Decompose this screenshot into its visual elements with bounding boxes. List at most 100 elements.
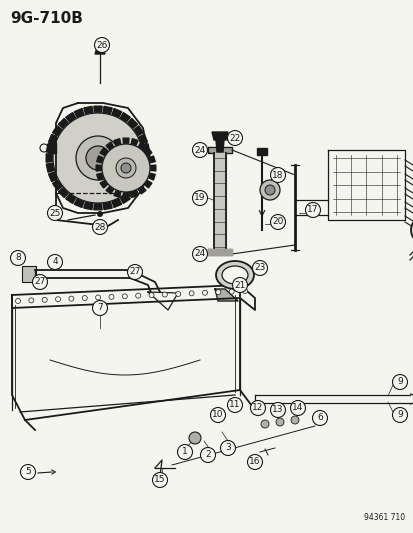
Circle shape [95, 295, 100, 300]
Circle shape [109, 294, 114, 300]
Text: 21: 21 [234, 280, 245, 289]
Circle shape [247, 455, 262, 470]
Polygon shape [138, 142, 146, 149]
Text: 24: 24 [194, 249, 205, 259]
Circle shape [192, 190, 207, 206]
Circle shape [259, 180, 279, 200]
Polygon shape [94, 106, 102, 112]
Polygon shape [83, 202, 93, 209]
Circle shape [149, 293, 154, 297]
Circle shape [312, 410, 327, 425]
Circle shape [94, 37, 109, 52]
Polygon shape [94, 204, 102, 210]
Text: 24: 24 [194, 146, 205, 155]
Polygon shape [52, 180, 62, 190]
Circle shape [10, 251, 26, 265]
Polygon shape [150, 165, 155, 171]
Circle shape [220, 440, 235, 456]
Circle shape [227, 131, 242, 146]
Polygon shape [139, 172, 147, 182]
Circle shape [215, 289, 220, 295]
Circle shape [200, 448, 215, 463]
Polygon shape [66, 112, 76, 122]
Text: 9G-710B: 9G-710B [10, 11, 83, 26]
Circle shape [76, 136, 120, 180]
Text: 10: 10 [212, 410, 223, 419]
Circle shape [116, 158, 136, 178]
Circle shape [69, 296, 74, 301]
Text: 7: 7 [97, 303, 102, 312]
Ellipse shape [221, 266, 247, 284]
Polygon shape [95, 48, 105, 54]
Circle shape [305, 203, 320, 217]
Text: 9: 9 [396, 377, 402, 386]
Polygon shape [149, 156, 155, 163]
Text: 19: 19 [194, 193, 205, 203]
Circle shape [42, 297, 47, 302]
Text: 2: 2 [205, 450, 210, 459]
Text: 13: 13 [272, 406, 283, 415]
Text: 23: 23 [254, 263, 265, 272]
Polygon shape [214, 153, 225, 252]
Polygon shape [46, 163, 54, 172]
Circle shape [47, 206, 62, 221]
Polygon shape [131, 139, 138, 145]
Polygon shape [114, 191, 121, 197]
Circle shape [270, 402, 285, 417]
Bar [22, 266, 36, 282]
Polygon shape [112, 199, 121, 207]
Circle shape [242, 288, 247, 294]
Polygon shape [207, 147, 231, 153]
Circle shape [55, 297, 60, 302]
Text: 15: 15 [154, 475, 165, 484]
Circle shape [127, 264, 142, 279]
Polygon shape [128, 118, 137, 128]
Circle shape [392, 375, 406, 390]
Circle shape [264, 185, 274, 195]
Polygon shape [83, 107, 93, 114]
Polygon shape [143, 154, 150, 162]
Text: 9: 9 [396, 410, 402, 419]
Text: 18: 18 [272, 171, 283, 180]
Circle shape [192, 246, 207, 262]
Polygon shape [106, 142, 113, 149]
Polygon shape [123, 193, 129, 198]
Polygon shape [106, 187, 113, 194]
Text: 3: 3 [225, 443, 230, 453]
Polygon shape [120, 112, 130, 122]
Polygon shape [144, 181, 152, 188]
Circle shape [252, 261, 267, 276]
Polygon shape [52, 126, 62, 135]
Circle shape [410, 216, 413, 244]
Polygon shape [103, 107, 112, 114]
Bar [48, 143, 56, 153]
Circle shape [189, 291, 194, 296]
Circle shape [102, 144, 150, 192]
Text: 8: 8 [15, 254, 21, 262]
Polygon shape [97, 173, 103, 180]
Circle shape [47, 254, 62, 270]
Text: 27: 27 [129, 268, 140, 277]
Text: 22: 22 [229, 133, 240, 142]
Polygon shape [144, 148, 152, 156]
Text: 5: 5 [25, 467, 31, 477]
Circle shape [260, 420, 268, 428]
Polygon shape [97, 156, 103, 163]
Circle shape [175, 292, 180, 296]
Circle shape [82, 296, 87, 301]
Text: 20: 20 [272, 217, 283, 227]
Text: 27: 27 [34, 278, 45, 287]
Text: 6: 6 [316, 414, 322, 423]
Text: 17: 17 [306, 206, 318, 214]
Polygon shape [103, 202, 112, 209]
Text: 26: 26 [96, 41, 107, 50]
Polygon shape [216, 140, 223, 152]
Polygon shape [66, 194, 76, 204]
Circle shape [15, 298, 21, 303]
Circle shape [290, 416, 298, 424]
Circle shape [92, 220, 107, 235]
Polygon shape [74, 199, 84, 207]
Circle shape [210, 408, 225, 423]
Text: 11: 11 [229, 400, 240, 409]
Text: 12: 12 [252, 403, 263, 413]
